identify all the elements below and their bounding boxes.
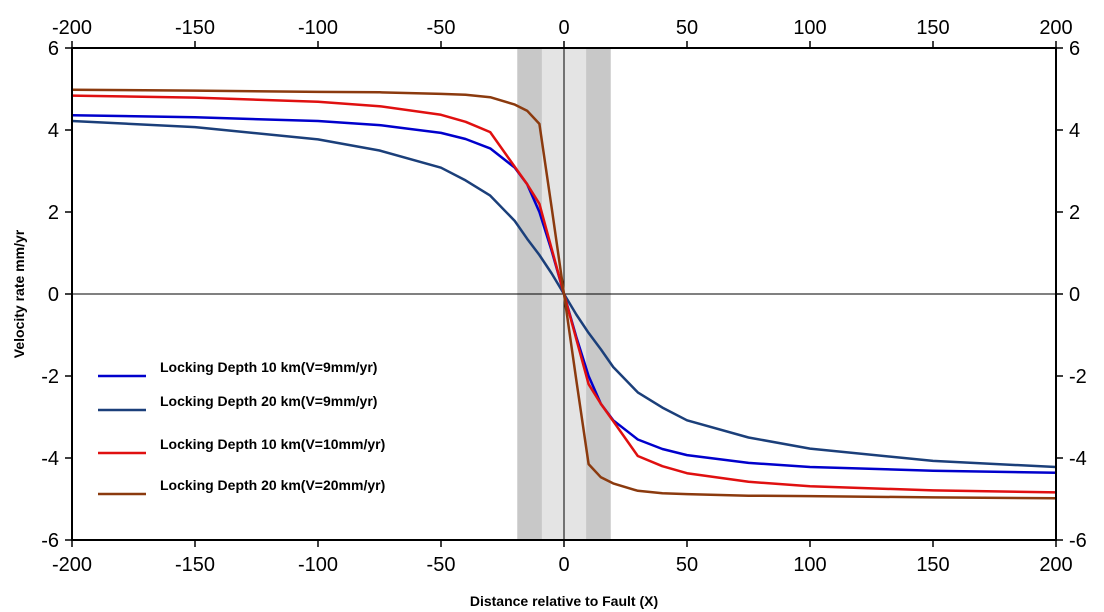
x-tick-label-bottom: -100 [298, 554, 338, 576]
x-tick-label-top: -50 [427, 17, 456, 39]
y-tick-label-left: 6 [48, 38, 59, 60]
x-tick-label-bottom: -200 [52, 554, 92, 576]
legend-label-1: Locking Depth 20 km(V=9mm/yr) [160, 393, 377, 409]
x-tick-label-top: -200 [52, 17, 92, 39]
legend-label-2: Locking Depth 10 km(V=10mm/yr) [160, 436, 385, 452]
y-tick-label-right: 4 [1069, 120, 1080, 142]
y-tick-label-right: -2 [1069, 366, 1087, 388]
axis-ticks [65, 41, 1063, 547]
x-tick-label-bottom: 50 [676, 554, 698, 576]
series-line-3 [71, 88, 1057, 500]
legend: Locking Depth 10 km(V=9mm/yr) Locking Dep… [98, 359, 385, 496]
x-tick-label-top: 150 [916, 17, 949, 39]
x-tick-label-bottom: 100 [793, 554, 826, 576]
series-layer [71, 88, 1057, 500]
y-tick-label-left: -2 [41, 366, 59, 388]
y-tick-label-right: 6 [1069, 38, 1080, 60]
y-tick-label-left: 0 [48, 284, 59, 306]
y-tick-label-left: 2 [48, 202, 59, 224]
x-tick-label-top: -150 [175, 17, 215, 39]
x-tick-label-bottom: 150 [916, 554, 949, 576]
axis-tick-labels: -200-200-150-150-100-100-50-500050501001… [41, 17, 1087, 576]
y-tick-label-right: -6 [1069, 530, 1087, 552]
y-tick-label-left: -6 [41, 530, 59, 552]
x-tick-label-bottom: 0 [558, 554, 569, 576]
x-tick-label-top: 200 [1039, 17, 1072, 39]
y-tick-label-right: 0 [1069, 284, 1080, 306]
x-tick-label-top: 100 [793, 17, 826, 39]
legend-label-0: Locking Depth 10 km(V=9mm/yr) [160, 359, 377, 375]
x-tick-label-bottom: -150 [175, 554, 215, 576]
x-tick-label-bottom: 200 [1039, 554, 1072, 576]
x-tick-label-bottom: -50 [427, 554, 456, 576]
y-tick-label-left: -4 [41, 448, 59, 470]
y-axis-label: Velocity rate mm/yr [11, 229, 27, 358]
x-axis-label: Distance relative to Fault (X) [470, 593, 658, 609]
y-tick-label-left: 4 [48, 120, 59, 142]
x-tick-label-top: 0 [558, 17, 569, 39]
x-tick-label-top: 50 [676, 17, 698, 39]
y-tick-label-right: -4 [1069, 448, 1087, 470]
y-tick-label-right: 2 [1069, 202, 1080, 224]
legend-label-3: Locking Depth 20 km(V=20mm/yr) [160, 477, 385, 493]
x-tick-label-top: -100 [298, 17, 338, 39]
